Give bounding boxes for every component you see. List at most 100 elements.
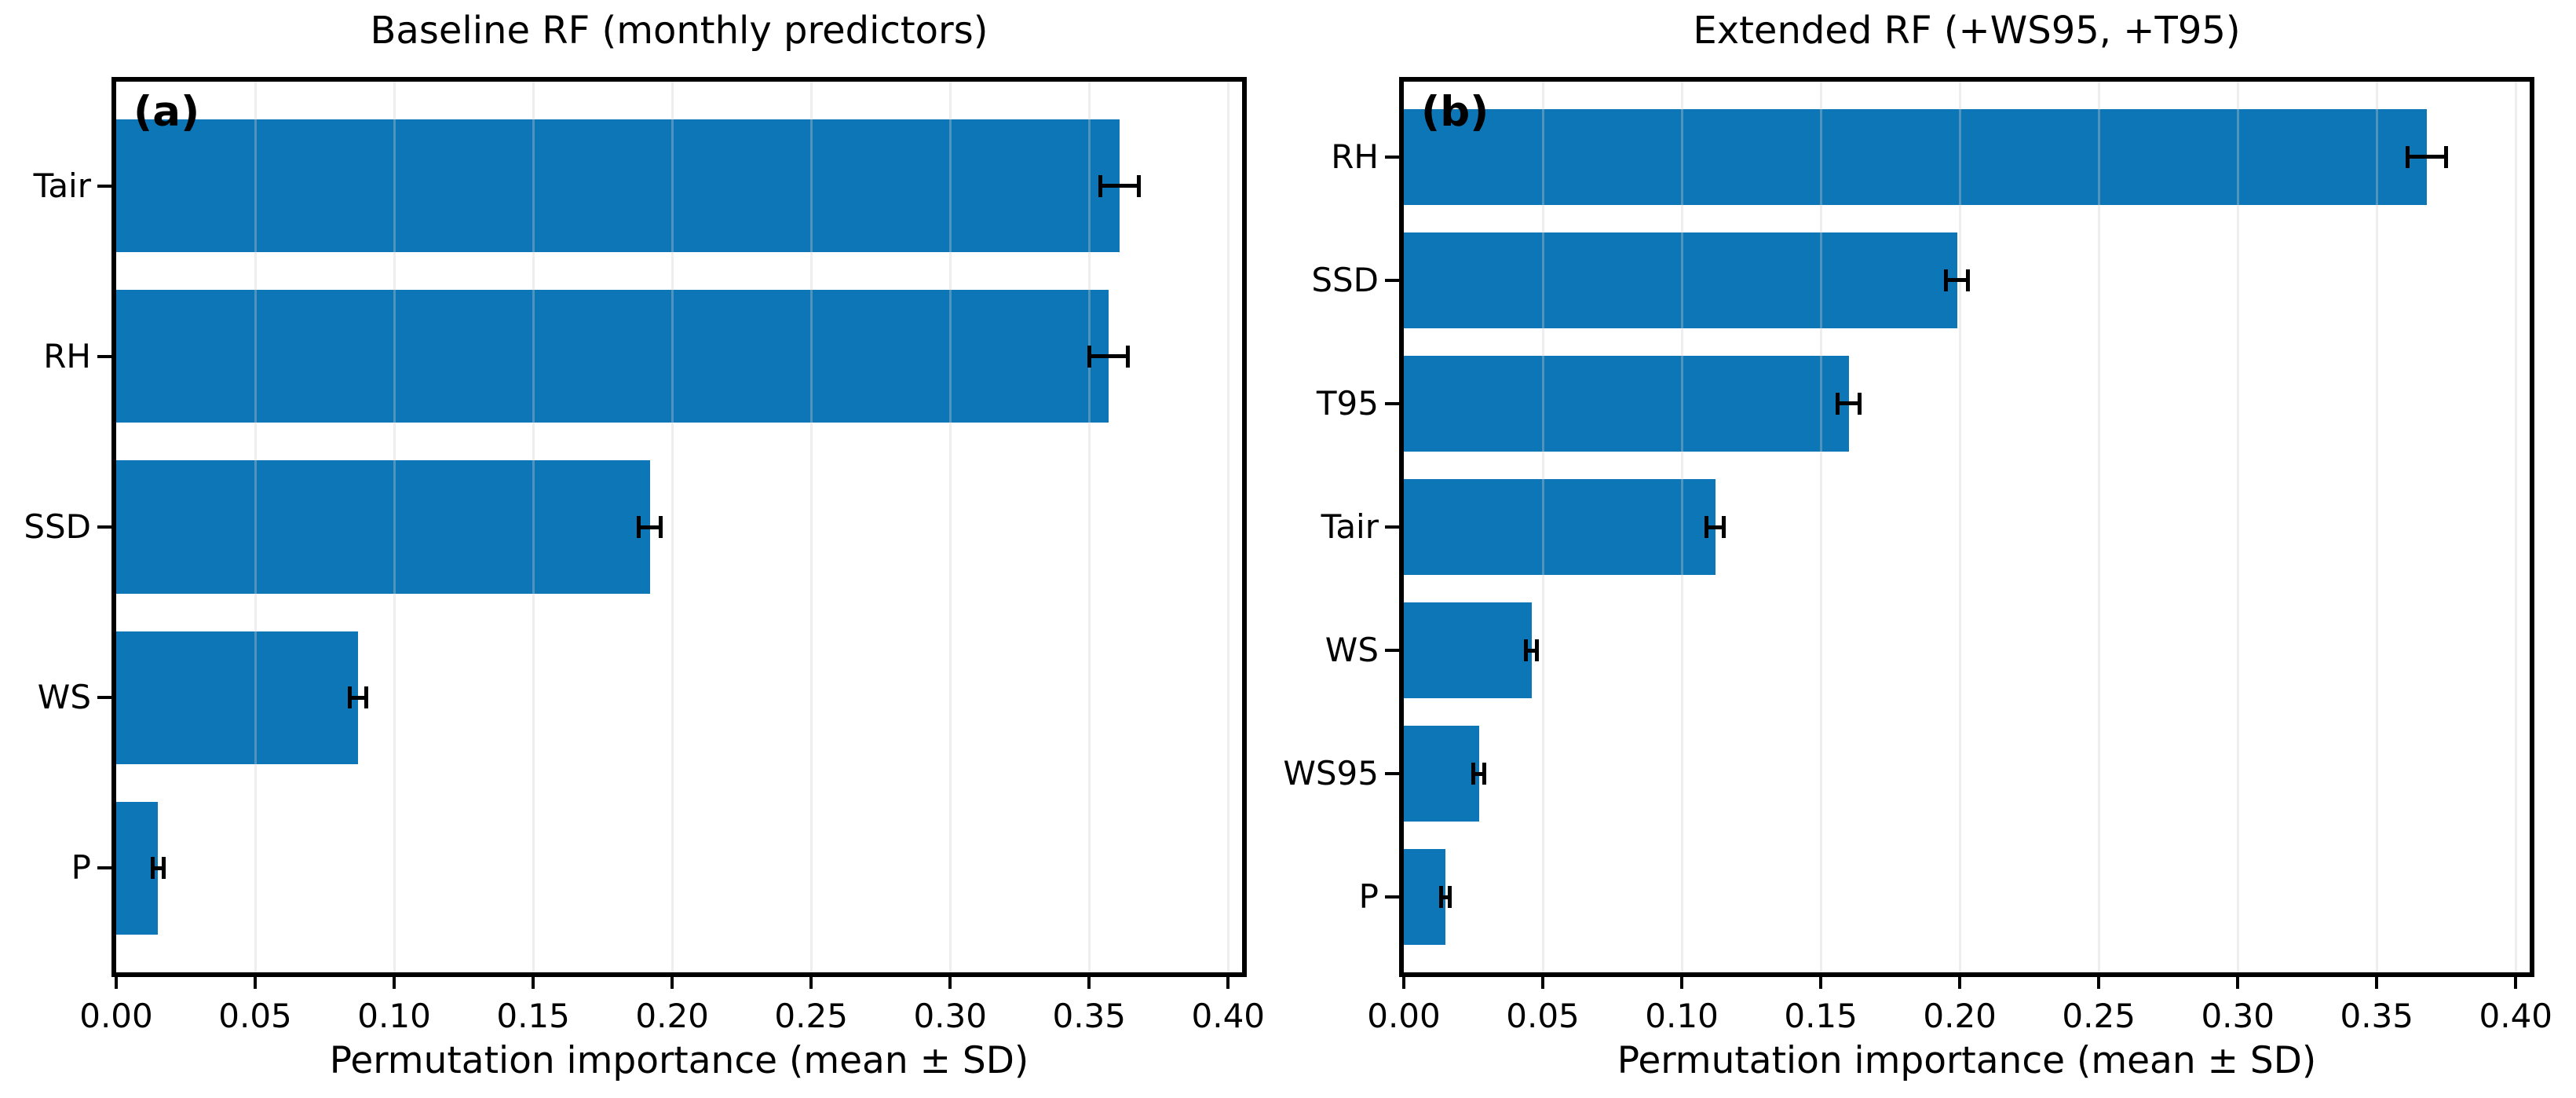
error-bar bbox=[1946, 278, 1968, 283]
y-tick-label: WS bbox=[37, 678, 91, 717]
chart-title: Extended RF (+WS95, +T95) bbox=[1693, 9, 2241, 53]
x-tick-label: 0.10 bbox=[357, 997, 431, 1035]
y-tick-label: P bbox=[71, 848, 91, 888]
y-tick-label: P bbox=[1358, 877, 1379, 917]
x-tick-label: 0.10 bbox=[1645, 997, 1719, 1035]
x-tick bbox=[1087, 977, 1091, 989]
gridline bbox=[2097, 82, 2100, 972]
x-tick bbox=[1541, 977, 1545, 989]
y-tick bbox=[97, 184, 111, 188]
error-cap bbox=[659, 516, 663, 538]
x-tick-label: 0.20 bbox=[635, 997, 709, 1035]
error-bar bbox=[1100, 184, 1139, 188]
bar bbox=[1404, 108, 2427, 206]
bar bbox=[1404, 232, 1957, 329]
error-cap bbox=[1482, 763, 1487, 785]
gridline bbox=[1819, 82, 1822, 972]
error-bar bbox=[2407, 155, 2446, 159]
y-tick bbox=[1385, 649, 1399, 653]
gridline bbox=[1541, 82, 1544, 972]
panel-b: Extended RF (+WS95, +T95) (b) Permutatio… bbox=[1283, 0, 2576, 1098]
gridline bbox=[532, 82, 535, 972]
y-tick bbox=[97, 525, 111, 529]
x-tick-label: 0.30 bbox=[913, 997, 987, 1035]
gridline bbox=[393, 82, 396, 972]
bar bbox=[116, 119, 1120, 253]
x-tick-label: 0.20 bbox=[1923, 997, 1997, 1035]
x-tick-label: 0.40 bbox=[1191, 997, 1266, 1035]
x-tick-label: 0.00 bbox=[79, 997, 153, 1035]
error-cap bbox=[1098, 174, 1102, 197]
x-tick bbox=[948, 977, 952, 989]
error-cap bbox=[2405, 145, 2410, 168]
error-cap bbox=[1471, 763, 1476, 785]
gridline bbox=[948, 82, 952, 972]
x-tick bbox=[2236, 977, 2240, 989]
x-tick-label: 0.15 bbox=[496, 997, 570, 1035]
error-cap bbox=[1524, 639, 1529, 662]
x-tick bbox=[809, 977, 813, 989]
y-tick bbox=[1385, 772, 1399, 776]
y-tick bbox=[1385, 155, 1399, 159]
error-cap bbox=[347, 686, 352, 709]
y-tick-label: WS95 bbox=[1283, 754, 1379, 793]
error-cap bbox=[1087, 345, 1091, 368]
error-cap bbox=[1858, 392, 1862, 415]
error-bar bbox=[349, 695, 367, 700]
x-tick-label: 0.25 bbox=[2062, 997, 2136, 1035]
x-tick-label: 0.15 bbox=[1784, 997, 1858, 1035]
error-cap bbox=[1535, 639, 1540, 662]
error-cap bbox=[1705, 516, 1709, 538]
x-tick bbox=[115, 977, 118, 989]
x-tick bbox=[2375, 977, 2379, 989]
y-tick bbox=[1385, 278, 1399, 282]
error-cap bbox=[150, 857, 155, 880]
y-tick-label: RH bbox=[1331, 137, 1379, 176]
x-tick-label: 0.05 bbox=[1506, 997, 1580, 1035]
y-tick-label: RH bbox=[43, 336, 91, 375]
error-cap bbox=[1966, 269, 1971, 291]
bar bbox=[1404, 602, 1532, 699]
x-axis-label: Permutation importance (mean ± SD) bbox=[329, 1039, 1029, 1082]
error-cap bbox=[1137, 174, 1142, 197]
error-cap bbox=[1447, 886, 1452, 909]
gridline bbox=[2514, 82, 2517, 972]
gridline bbox=[2375, 82, 2378, 972]
y-tick-label: SSD bbox=[1311, 260, 1379, 299]
error-cap bbox=[1439, 886, 1444, 909]
y-tick-label: Tair bbox=[1321, 507, 1379, 546]
error-cap bbox=[1721, 516, 1726, 538]
x-tick-label: 0.35 bbox=[2340, 997, 2413, 1035]
x-tick bbox=[254, 977, 258, 989]
x-tick bbox=[1958, 977, 1962, 989]
x-tick bbox=[1226, 977, 1230, 989]
x-tick-label: 0.40 bbox=[2479, 997, 2553, 1035]
y-tick bbox=[97, 866, 111, 870]
gridline bbox=[1226, 82, 1230, 972]
panel-a: Baseline RF (monthly predictors) (a) Per… bbox=[24, 9, 1265, 1082]
error-bar bbox=[638, 525, 661, 529]
error-bar bbox=[1441, 895, 1450, 899]
bar bbox=[1404, 725, 1479, 822]
plot-area bbox=[1399, 77, 2534, 977]
y-tick bbox=[97, 696, 111, 700]
gridline bbox=[1087, 82, 1091, 972]
gridline bbox=[1680, 82, 1683, 972]
error-bar bbox=[1837, 401, 1860, 406]
x-tick-label: 0.25 bbox=[774, 997, 848, 1035]
y-tick-label: SSD bbox=[24, 507, 91, 546]
bar bbox=[116, 460, 650, 594]
chart-title: Baseline RF (monthly predictors) bbox=[370, 9, 988, 53]
x-tick bbox=[1819, 977, 1823, 989]
error-bar bbox=[1526, 648, 1537, 653]
x-tick-label: 0.30 bbox=[2201, 997, 2275, 1035]
plot-area bbox=[111, 77, 1247, 977]
x-tick-label: 0.35 bbox=[1052, 997, 1126, 1035]
error-cap bbox=[161, 857, 166, 880]
x-tick bbox=[1680, 977, 1684, 989]
gridline bbox=[1958, 82, 1961, 972]
x-tick bbox=[2514, 977, 2518, 989]
x-tick-label: 0.05 bbox=[218, 997, 292, 1035]
gridline bbox=[2236, 82, 2239, 972]
